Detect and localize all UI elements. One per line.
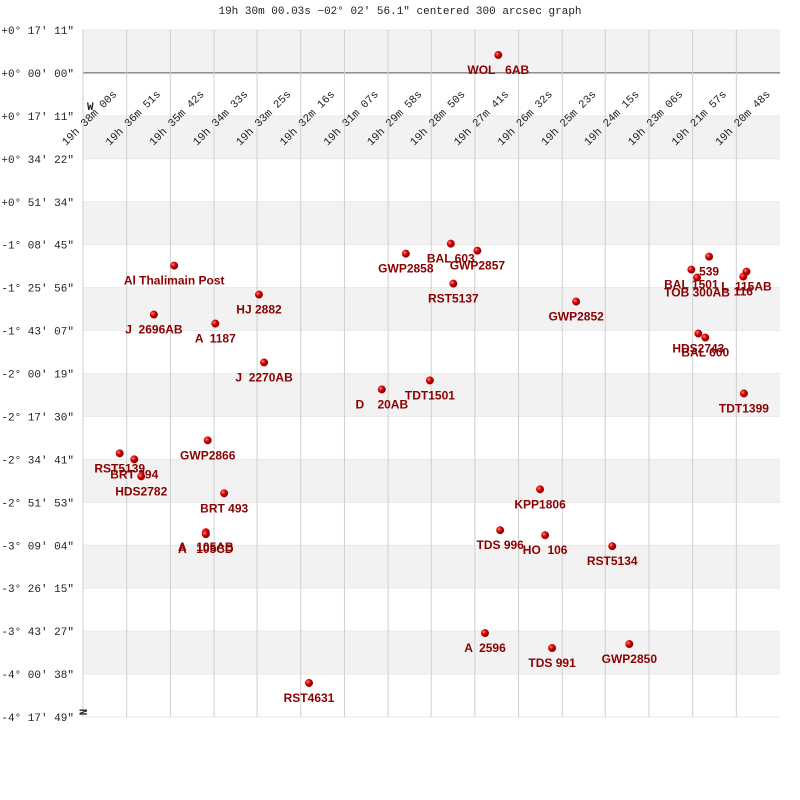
star-label: BAL 603 xyxy=(427,252,475,266)
star-label: KPP1806 xyxy=(514,497,566,511)
star-label: HDS2782 xyxy=(115,484,167,498)
y-tick-label: -3° 09' 04" xyxy=(1,541,74,553)
y-tick-label: +0° 51' 34" xyxy=(1,198,74,210)
star xyxy=(608,542,617,551)
y-tick-label: -2° 34' 41" xyxy=(1,455,74,467)
y-tick-label: -1° 08' 45" xyxy=(1,241,74,253)
star xyxy=(137,472,146,481)
star-label: BAL 600 xyxy=(681,346,729,360)
star xyxy=(449,279,458,288)
star xyxy=(446,239,455,248)
star xyxy=(494,50,503,59)
star xyxy=(115,449,124,458)
star xyxy=(260,358,269,367)
chart-title: 19h 30m 00.03s −02° 02′ 56.1" centered 3… xyxy=(218,6,581,18)
star-label: J 2696AB xyxy=(125,323,183,337)
star xyxy=(170,261,179,270)
star xyxy=(687,265,696,274)
star xyxy=(254,290,263,299)
star-label: HO 106 xyxy=(523,543,568,557)
y-tick-label: +0° 00' 00" xyxy=(1,69,74,81)
star xyxy=(130,455,139,464)
star-label: RST5139 xyxy=(94,461,145,475)
star-label: 539 xyxy=(699,265,719,279)
star xyxy=(536,485,545,494)
star-label: Al Thalimain Post xyxy=(124,274,225,288)
star-label: TDS 991 xyxy=(528,656,576,670)
star xyxy=(548,644,557,653)
star-label: BRT 493 xyxy=(200,501,248,515)
star xyxy=(203,436,212,445)
y-tick-label: -1° 25' 56" xyxy=(1,284,74,296)
star-label: GWP2857 xyxy=(450,259,506,273)
star xyxy=(701,333,710,342)
star xyxy=(149,310,158,319)
star-label: A 105CD xyxy=(178,542,234,556)
y-tick-label: -2° 51' 53" xyxy=(1,498,74,510)
y-tick-label: -3° 43' 27" xyxy=(1,627,74,639)
star-label: TDT1501 xyxy=(405,388,455,402)
star xyxy=(377,385,386,394)
compass-west: W xyxy=(87,102,94,114)
star-label: D 20AB xyxy=(355,397,408,411)
star xyxy=(401,249,410,258)
star xyxy=(425,376,434,385)
star-label: 116 xyxy=(734,285,754,299)
star xyxy=(693,273,702,282)
star xyxy=(473,246,482,255)
star xyxy=(739,389,748,398)
star-label: TDT1399 xyxy=(719,401,769,415)
star xyxy=(496,526,505,535)
star-label: GWP2852 xyxy=(548,310,604,324)
star xyxy=(480,629,489,638)
star-label: A 1187 xyxy=(195,332,236,346)
star xyxy=(572,297,581,306)
star-label: A 105AB xyxy=(178,540,234,554)
star-label: HJ 2882 xyxy=(236,303,282,317)
star-label: L 115AB xyxy=(721,280,772,294)
y-tick-label: -3° 26' 15" xyxy=(1,584,74,596)
star xyxy=(541,531,550,540)
star xyxy=(201,530,210,539)
y-tick-label: +0° 17' 11" xyxy=(1,26,74,38)
star xyxy=(694,329,703,338)
star xyxy=(211,319,220,328)
star-label: GWP2850 xyxy=(602,652,658,666)
y-tick-label: -1° 43' 07" xyxy=(1,327,74,339)
star xyxy=(625,640,634,649)
y-tick-label: +0° 34' 22" xyxy=(1,155,74,167)
y-tick-label: -4° 00' 38" xyxy=(1,670,74,682)
star xyxy=(739,272,748,281)
star xyxy=(705,252,714,261)
star-label: TOB 300AB xyxy=(664,286,730,300)
star-label: HDS2743 xyxy=(672,342,724,356)
compass-north: N xyxy=(79,709,91,716)
y-tick-label: +0° 17' 11" xyxy=(1,112,74,124)
star-label: TDS 996 xyxy=(477,538,525,552)
star xyxy=(220,489,229,498)
star-label: A 2596 xyxy=(464,641,506,655)
star-label: WOL 6AB xyxy=(467,63,529,77)
star-label: RST4631 xyxy=(284,691,335,705)
star xyxy=(305,678,314,687)
star-label: GWP2866 xyxy=(180,448,236,462)
y-tick-label: -2° 17' 30" xyxy=(1,412,74,424)
star-label: J 2270AB xyxy=(235,370,293,384)
star-label: BAL 1501 xyxy=(664,278,719,292)
star-label: GWP2858 xyxy=(378,262,434,276)
star-label: BRT 394 xyxy=(110,467,158,481)
y-tick-label: -2° 00' 19" xyxy=(1,370,74,382)
y-tick-label: -4° 17' 49" xyxy=(1,713,74,725)
star-label: RST5134 xyxy=(587,554,638,568)
star-label: RST5137 xyxy=(428,292,479,306)
